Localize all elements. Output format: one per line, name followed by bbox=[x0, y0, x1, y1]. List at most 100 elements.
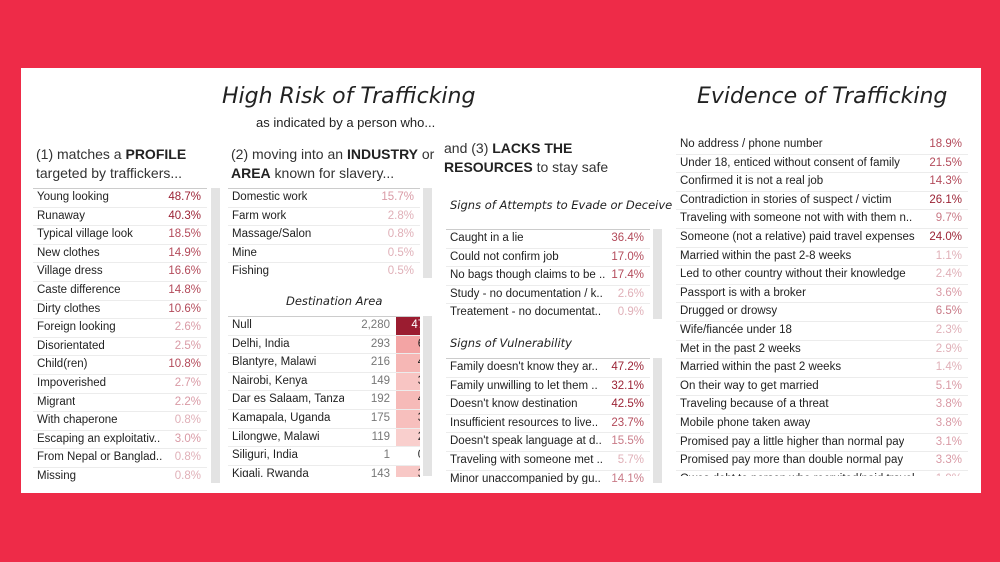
destination-row[interactable]: Kamapala, Uganda 175 3.7% bbox=[228, 409, 420, 429]
evidence-row[interactable]: Promised pay a little higher than normal… bbox=[676, 434, 968, 453]
evade-row[interactable]: No bags though claims to be .. 17.4% bbox=[446, 267, 650, 286]
evidence-row-value: 14.3% bbox=[929, 175, 962, 188]
evidence-row-label: Married within the past 2 weeks bbox=[680, 361, 842, 374]
vulnerability-row[interactable]: Insufficient resources to live.. 23.7% bbox=[446, 415, 650, 434]
evade-row[interactable]: Study - no documentation / k.. 2.6% bbox=[446, 286, 650, 305]
evidence-row[interactable]: Owes debt to person who recruited/paid t… bbox=[676, 471, 968, 476]
industry-row[interactable]: Fishing 0.5% bbox=[228, 263, 420, 279]
evidence-row[interactable]: Traveling because of a threat 3.8% bbox=[676, 396, 968, 415]
profile-row[interactable]: Impoverished 2.7% bbox=[33, 375, 207, 394]
profile-row[interactable]: Village dress 16.6% bbox=[33, 263, 207, 282]
profile-row[interactable]: Dirty clothes 10.6% bbox=[33, 301, 207, 320]
vulnerability-row[interactable]: Traveling with someone met .. 5.7% bbox=[446, 452, 650, 471]
profile-row[interactable]: Escaping an exploitativ.. 3.0% bbox=[33, 431, 207, 450]
vulnerability-row[interactable]: Family doesn't know they ar.. 47.2% bbox=[446, 359, 650, 378]
evidence-row[interactable]: Drugged or drowsy 6.5% bbox=[676, 303, 968, 322]
destination-label: Dar es Salaam, Tanza.. bbox=[232, 393, 344, 406]
vulnerability-row[interactable]: Doesn't speak language at d.. 15.5% bbox=[446, 433, 650, 452]
evidence-row-value: 1.9% bbox=[936, 473, 962, 476]
industry-row-label: Fishing bbox=[232, 265, 270, 278]
destination-count: 175 bbox=[370, 411, 390, 424]
evidence-row-label: Promised pay more than double normal pay bbox=[680, 454, 904, 467]
vulnerability-row[interactable]: Minor unaccompanied by gu.. 14.1% bbox=[446, 471, 650, 484]
evade-scrollbar[interactable] bbox=[653, 229, 662, 319]
destination-percent-cell: 6.1% bbox=[396, 335, 420, 354]
destination-count: 293 bbox=[370, 337, 390, 350]
profile-row[interactable]: Young looking 48.7% bbox=[33, 189, 207, 208]
evidence-row[interactable]: Under 18, enticed without consent of fam… bbox=[676, 155, 968, 174]
evidence-row-value: 3.8% bbox=[935, 416, 962, 429]
industry-list[interactable]: Domestic work 15.7% Farm work 2.8% Massage/S… bbox=[228, 188, 420, 279]
evidence-row[interactable]: Married within the past 2 weeks 1.4% bbox=[676, 359, 968, 378]
destination-count: 2,280 bbox=[361, 319, 390, 331]
evidence-row[interactable]: Mobile phone taken away 3.8% bbox=[676, 415, 968, 434]
destination-scrollbar[interactable] bbox=[423, 316, 432, 476]
destination-row[interactable]: Dar es Salaam, Tanza.. 192 4.0% bbox=[228, 391, 420, 410]
vulnerability-row[interactable]: Family unwilling to let them .. 32.1% bbox=[446, 378, 650, 397]
profile-row[interactable]: Foreign looking 2.6% bbox=[33, 319, 207, 338]
vulnerability-scrollbar[interactable] bbox=[653, 358, 662, 483]
destination-percent-cell: 2.5% bbox=[396, 428, 420, 447]
profile-list[interactable]: Young looking 48.7% Runaway 40.3% Typical vi… bbox=[33, 188, 207, 484]
destination-percent: 6.1% bbox=[418, 338, 420, 350]
evidence-row[interactable]: Married within the past 2-8 weeks 1.1% bbox=[676, 248, 968, 267]
profile-row-value: 10.8% bbox=[168, 358, 201, 371]
destination-label: Blantyre, Malawi bbox=[232, 356, 317, 369]
evidence-row[interactable]: No address / phone number 18.9% bbox=[676, 136, 968, 155]
resources-heading-post: to stay safe bbox=[532, 159, 609, 175]
profile-row[interactable]: Caste difference 14.8% bbox=[33, 282, 207, 301]
profile-row[interactable]: Typical village look 18.5% bbox=[33, 226, 207, 245]
destination-title: Destination Area bbox=[286, 294, 383, 308]
evidence-row[interactable]: Contradiction in stories of suspect / vi… bbox=[676, 192, 968, 211]
destination-row[interactable]: Null 2,280 47.7% bbox=[228, 317, 420, 336]
profile-row[interactable]: From Nepal or Banglad.. 0.8% bbox=[33, 449, 207, 468]
evidence-row[interactable]: Confirmed it is not a real job 14.3% bbox=[676, 173, 968, 192]
evidence-row[interactable]: Met in the past 2 weeks 2.9% bbox=[676, 341, 968, 360]
industry-row-label: Farm work bbox=[232, 209, 287, 222]
evidence-row[interactable]: Passport is with a broker 3.6% bbox=[676, 285, 968, 304]
profile-row[interactable]: Child(ren) 10.8% bbox=[33, 356, 207, 375]
profile-row-label: Young looking bbox=[37, 191, 109, 203]
industry-scrollbar[interactable] bbox=[423, 188, 432, 278]
vulnerability-list[interactable]: Family doesn't know they ar.. 47.2% Family… bbox=[446, 358, 650, 484]
profile-scrollbar[interactable] bbox=[211, 188, 220, 483]
destination-row[interactable]: Delhi, India 293 6.1% bbox=[228, 335, 420, 355]
destination-percent-cell: 0.0% bbox=[396, 447, 420, 465]
industry-row[interactable]: Domestic work 15.7% bbox=[228, 189, 420, 208]
evade-row[interactable]: Caught in a lie 36.4% bbox=[446, 230, 650, 249]
profile-row[interactable]: New clothes 14.9% bbox=[33, 245, 207, 264]
industry-row[interactable]: Farm work 2.8% bbox=[228, 208, 420, 227]
destination-table[interactable]: Null 2,280 47.7% Delhi, India 293 6.1% Blantyr… bbox=[228, 316, 420, 477]
evidence-row[interactable]: Wife/fiancée under 18 2.3% bbox=[676, 322, 968, 341]
destination-row[interactable]: Siliguri, India 1 0.0% bbox=[228, 447, 420, 466]
evade-row[interactable]: Could not confirm job 17.0% bbox=[446, 249, 650, 268]
evidence-row[interactable]: Promised pay more than double normal pay… bbox=[676, 452, 968, 471]
destination-row[interactable]: Kigali, Rwanda 143 3.0% bbox=[228, 465, 420, 477]
evidence-list[interactable]: No address / phone number 18.9% Under 18, … bbox=[676, 136, 968, 476]
vulnerability-row-label: Doesn't know destination bbox=[450, 398, 578, 411]
destination-percent-cell: 4.0% bbox=[396, 391, 420, 409]
profile-row[interactable]: Missing 0.8% bbox=[33, 468, 207, 484]
evade-row-label: Treatement - no documentat.. bbox=[450, 306, 602, 319]
destination-row[interactable]: Nairobi, Kenya 149 3.1% bbox=[228, 372, 420, 392]
evidence-row[interactable]: Traveling with someone not with with the… bbox=[676, 210, 968, 229]
industry-row[interactable]: Massage/Salon 0.8% bbox=[228, 226, 420, 245]
vulnerability-row[interactable]: Doesn't know destination 42.5% bbox=[446, 396, 650, 415]
evidence-row[interactable]: Led to other country without their knowl… bbox=[676, 266, 968, 285]
profile-row[interactable]: With chaperone 0.8% bbox=[33, 412, 207, 431]
destination-row[interactable]: Lilongwe, Malawi 119 2.5% bbox=[228, 428, 420, 448]
evidence-row[interactable]: On their way to get married 5.1% bbox=[676, 378, 968, 397]
destination-row[interactable]: Blantyre, Malawi 216 4.5% bbox=[228, 354, 420, 373]
profile-row-value: 18.5% bbox=[168, 228, 201, 241]
profile-row[interactable]: Disorientated 2.5% bbox=[33, 338, 207, 357]
industry-row[interactable]: Mine 0.5% bbox=[228, 245, 420, 264]
profile-row[interactable]: Migrant 2.2% bbox=[33, 394, 207, 413]
evidence-row-value: 2.4% bbox=[935, 268, 962, 281]
destination-count: 216 bbox=[370, 356, 390, 369]
evidence-row[interactable]: Someone (not a relative) paid travel exp… bbox=[676, 229, 968, 248]
profile-row-value: 2.5% bbox=[174, 339, 201, 352]
evade-list[interactable]: Caught in a lie 36.4% Could not confirm jo… bbox=[446, 229, 650, 320]
profile-row[interactable]: Runaway 40.3% bbox=[33, 208, 207, 227]
evade-row[interactable]: Treatement - no documentat.. 0.9% bbox=[446, 304, 650, 320]
destination-label: Kigali, Rwanda bbox=[232, 467, 309, 477]
